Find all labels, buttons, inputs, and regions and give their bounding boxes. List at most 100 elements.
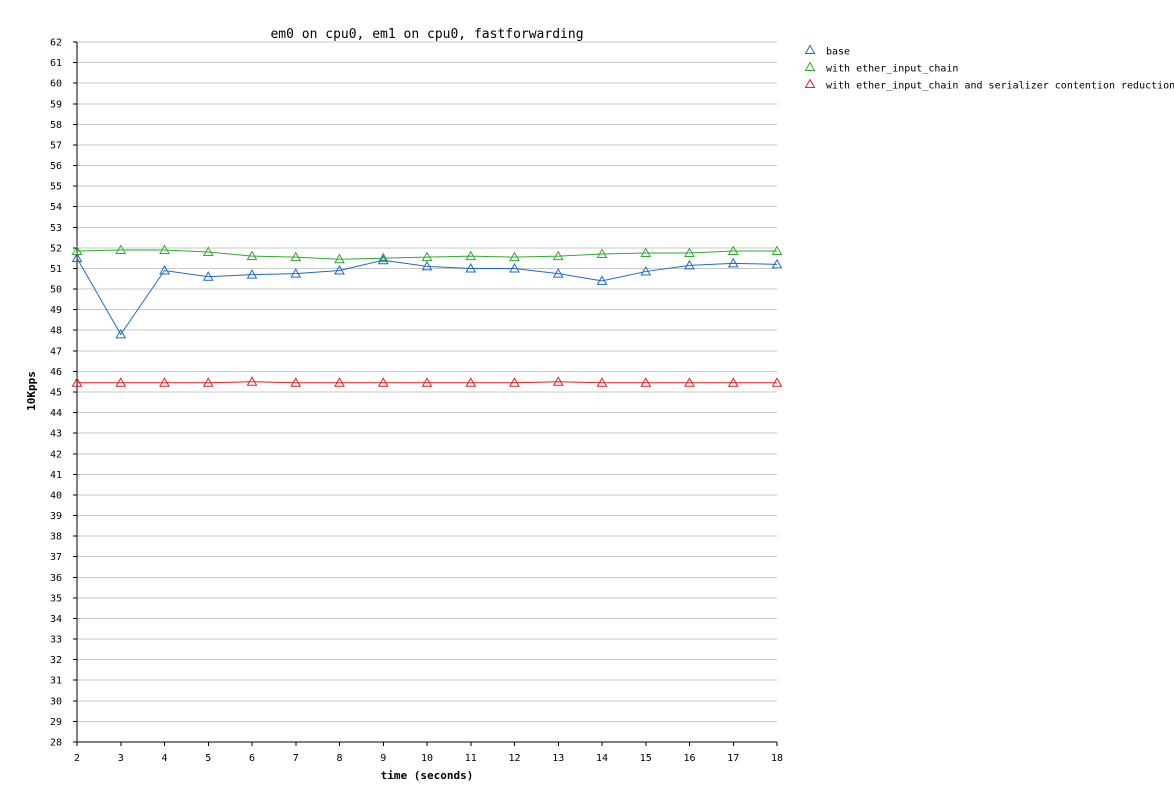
data-point (509, 251, 520, 262)
data-point (727, 377, 739, 387)
series-3 (71, 376, 783, 387)
data-point (684, 259, 695, 270)
data-point (509, 377, 520, 387)
data-point (202, 271, 214, 281)
x-tick-label: 8 (336, 753, 342, 764)
y-tick-label: 48 (50, 326, 62, 337)
data-point (377, 252, 389, 263)
y-tick-label: 44 (50, 408, 62, 419)
y-tick-label: 41 (50, 470, 62, 481)
data-point (377, 377, 389, 387)
x-tick-label: 16 (683, 753, 695, 764)
data-point (290, 251, 302, 262)
data-point (596, 275, 608, 285)
data-point (290, 377, 302, 387)
legend-label: base (826, 47, 850, 58)
data-point (334, 253, 345, 264)
data-point (421, 260, 433, 271)
data-point (115, 328, 127, 339)
legend-marker (804, 61, 816, 71)
x-tick-label: 6 (249, 753, 255, 764)
data-point (552, 376, 564, 386)
y-tick-label: 46 (50, 367, 62, 378)
data-point (596, 377, 608, 387)
data-point (727, 245, 739, 255)
data-point (115, 377, 127, 387)
y-tick-label: 53 (50, 223, 62, 234)
data-point (71, 377, 83, 387)
data-point (290, 268, 302, 278)
chart-title: em0 on cpu0, em1 on cpu0, fastforwarding (270, 27, 583, 42)
y-tick-label: 39 (50, 511, 62, 522)
data-point (596, 248, 608, 259)
y-tick-label: 37 (50, 552, 62, 563)
y-tick-label: 38 (50, 532, 62, 543)
y-tick-label: 45 (50, 388, 62, 399)
x-axis-label: time (seconds) (381, 769, 474, 782)
data-point (202, 246, 214, 256)
data-point (246, 250, 258, 261)
y-tick-label: 30 (50, 696, 62, 707)
data-point (71, 252, 83, 263)
data-point (377, 254, 389, 265)
series-2 (71, 244, 783, 264)
data-point (771, 377, 783, 387)
data-point (771, 258, 783, 269)
y-tick-label: 34 (50, 614, 62, 625)
legend-label: with ether_input_chain (826, 64, 958, 75)
y-tick-label: 47 (50, 346, 62, 357)
x-axis-ticks: 2 3 4 5 6 7 8 9 10 11 12 13 14 15 16 17 18 (74, 742, 783, 764)
y-tick-label: 36 (50, 573, 62, 584)
x-tick-label: 7 (293, 753, 299, 764)
y-tick-label: 59 (50, 99, 62, 110)
y-tick-label: 42 (50, 449, 62, 460)
data-point (684, 377, 695, 387)
y-tick-label: 56 (50, 161, 62, 172)
y-tick-label: 50 (50, 285, 62, 296)
x-tick-label: 2 (74, 753, 80, 764)
legend-marker (804, 78, 816, 88)
data-point (640, 266, 652, 276)
series-layer (71, 244, 783, 387)
data-point (334, 265, 345, 275)
y-tick-label: 55 (50, 182, 62, 193)
y-tick-label: 52 (50, 243, 62, 254)
y-tick-label: 57 (50, 140, 62, 151)
data-point (159, 265, 170, 275)
data-point (71, 245, 83, 255)
y-tick-label: 40 (50, 490, 62, 501)
y-tick-label: 32 (50, 655, 62, 666)
data-point (771, 245, 783, 255)
data-point (552, 250, 564, 261)
x-tick-label: 11 (465, 753, 477, 764)
y-tick-label: 58 (50, 120, 62, 131)
x-tick-label: 12 (508, 753, 520, 764)
y-tick-label: 60 (50, 79, 62, 90)
data-point (202, 377, 214, 387)
data-point (421, 251, 433, 262)
data-point (727, 257, 739, 268)
data-point (246, 269, 258, 279)
data-point (465, 377, 477, 387)
data-point (334, 377, 345, 387)
data-point (465, 250, 477, 261)
y-axis-ticks: 28 29 30 31 32 33 34 35 36 37 38 39 40 41 42 43 44 45 46 47… (50, 38, 77, 749)
data-point (640, 377, 652, 387)
series-1 (71, 252, 783, 339)
legend-label: with ether_input_chain and serializer co… (826, 81, 1174, 92)
y-tick-label: 54 (50, 202, 62, 213)
y-tick-label: 51 (50, 264, 62, 275)
data-point (684, 247, 695, 258)
x-tick-label: 4 (161, 753, 167, 764)
series-line (77, 381, 777, 384)
x-tick-label: 17 (727, 753, 739, 764)
x-tick-label: 5 (205, 753, 211, 764)
x-tick-label: 10 (421, 753, 433, 764)
x-tick-label: 3 (118, 753, 124, 764)
y-tick-label: 62 (50, 38, 62, 49)
y-tick-label: 29 (50, 717, 62, 728)
data-point (159, 377, 170, 387)
y-tick-label: 31 (50, 676, 62, 687)
